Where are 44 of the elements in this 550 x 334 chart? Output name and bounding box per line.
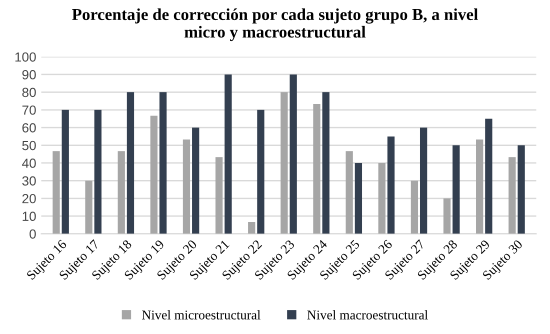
- legend-label: Nivel macroestructural: [307, 310, 428, 320]
- bar: [452, 145, 460, 234]
- bar: [118, 151, 125, 234]
- legend-label: Nivel microestructural: [142, 310, 260, 320]
- bar: [126, 92, 134, 234]
- y-tick-label: 80: [22, 88, 36, 98]
- bar: [476, 139, 484, 234]
- chart-title: Porcentaje de corrección por cada sujeto grupo B, a nivel micro y macroestructural: [72, 8, 478, 42]
- y-tick-label: 20: [22, 194, 36, 204]
- bar: [410, 180, 418, 234]
- bar: [508, 157, 516, 234]
- bar: [485, 118, 492, 234]
- bar: [94, 110, 102, 234]
- bar: [346, 151, 353, 234]
- bar: [280, 92, 288, 234]
- bar: [518, 145, 525, 234]
- bar: [224, 74, 232, 234]
- y-tick-label: 100: [15, 52, 36, 62]
- bar: [159, 92, 167, 234]
- bar: [85, 180, 92, 234]
- y-tick-label: 0: [30, 229, 36, 239]
- bar: [52, 151, 60, 234]
- bar: [313, 104, 320, 234]
- y-tick-label: 70: [22, 105, 36, 115]
- bar: [182, 139, 190, 234]
- bar: [215, 157, 223, 234]
- bar: [62, 110, 69, 234]
- y-tick-label: 60: [22, 123, 36, 132]
- y-tick-label: 10: [22, 212, 36, 222]
- bar: [257, 110, 264, 234]
- bar: [387, 136, 395, 234]
- y-tick-label: 40: [22, 158, 36, 168]
- bar: [322, 92, 330, 234]
- bar: [354, 162, 362, 234]
- y-tick-label: 30: [22, 176, 36, 186]
- bar: [378, 162, 386, 234]
- bar: [150, 116, 158, 234]
- y-tick-label: 50: [22, 140, 36, 150]
- bar: [290, 74, 297, 234]
- bar: [443, 198, 451, 234]
- bar: [248, 222, 256, 234]
- bar: [192, 128, 200, 234]
- y-tick-label: 90: [22, 70, 36, 80]
- bar: [420, 128, 428, 234]
